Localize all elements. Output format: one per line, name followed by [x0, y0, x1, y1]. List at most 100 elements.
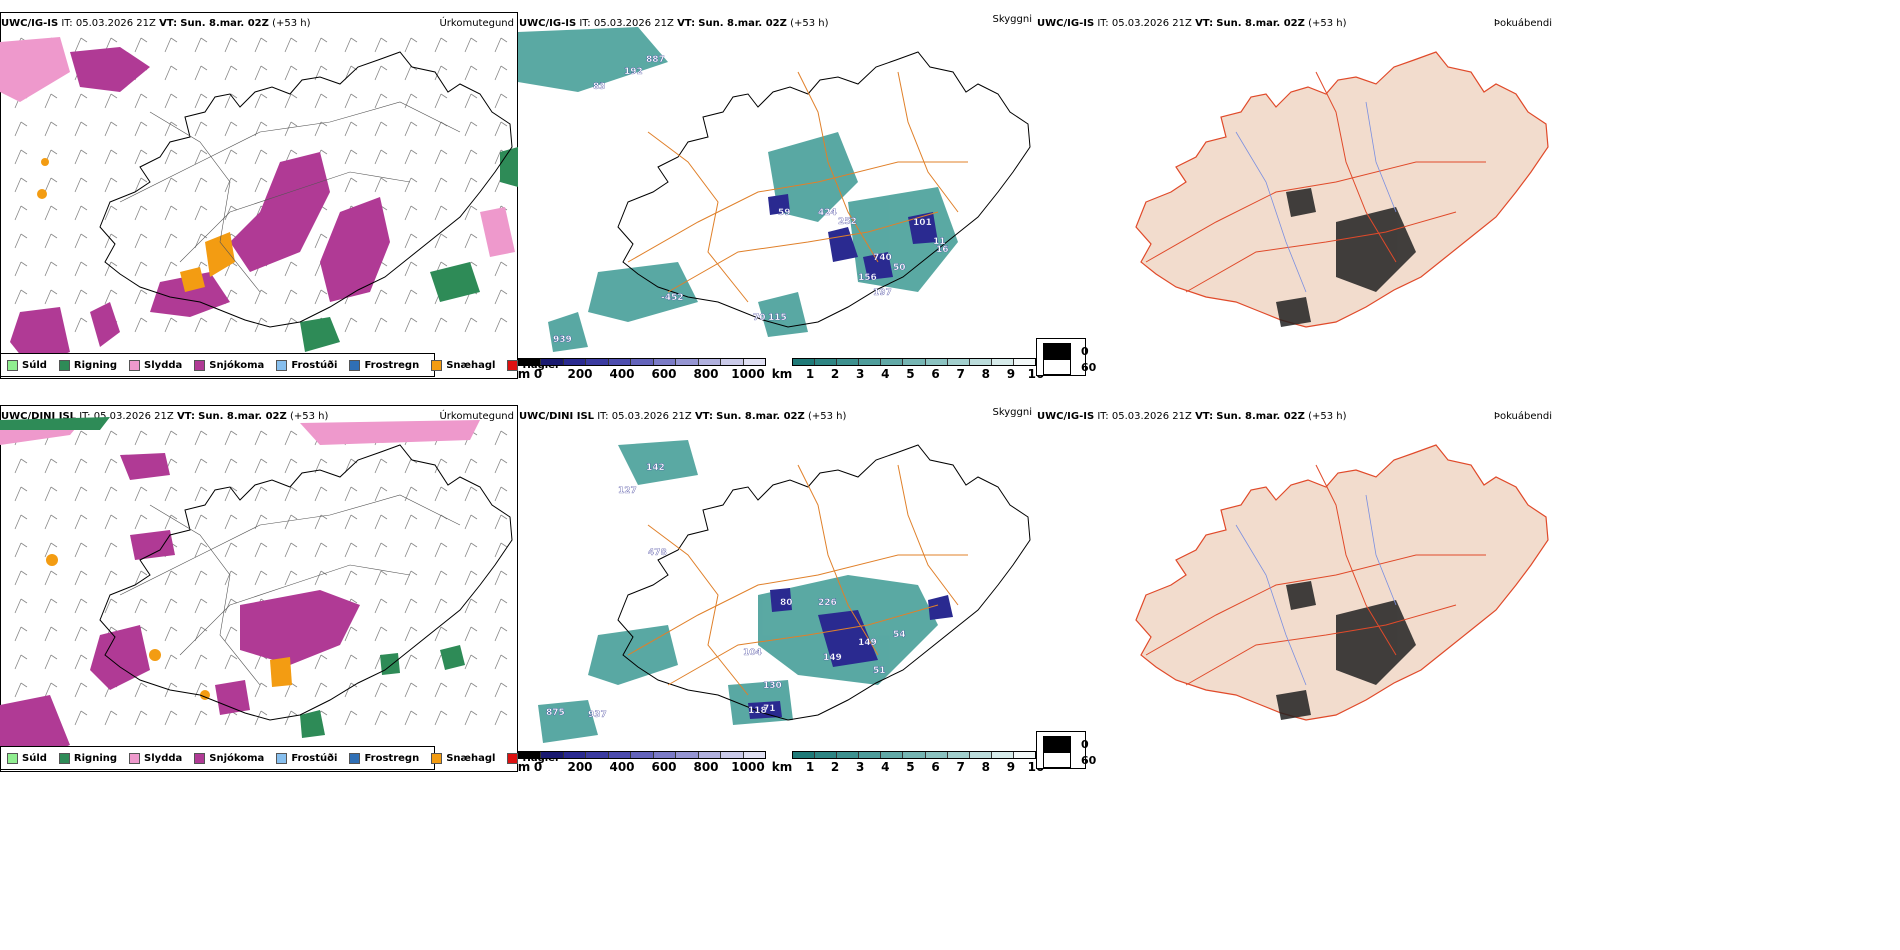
cloud-base-label: 51: [873, 666, 886, 676]
wind-barb: [494, 289, 508, 305]
wind-barb: [344, 654, 358, 670]
wind-barb: [434, 121, 448, 137]
wind-barb: [164, 598, 178, 614]
wind-barb: [374, 317, 388, 333]
wind-barb: [284, 261, 298, 277]
panel-header: UWC/IG-IS IT: 05.03.2026 21Z VT: Sun. 8.…: [1037, 411, 1347, 422]
wind-barb: [284, 93, 298, 109]
panel-title-precip: Úrkomutegund: [439, 411, 514, 422]
wind-barb: [344, 710, 358, 726]
colorbar-tick: 1: [805, 367, 815, 381]
wind-barb: [134, 430, 148, 446]
wind-barb: [74, 233, 88, 249]
wind-barb: [74, 486, 88, 502]
fog-legend: 0 60: [1036, 338, 1096, 376]
colorbar-segment: [608, 359, 632, 365]
cloud-base-label: 83: [593, 82, 606, 92]
wind-barb: [104, 430, 118, 446]
wind-barb: [494, 542, 508, 558]
wind-barb: [14, 682, 28, 698]
colorbar-tick: 6: [931, 760, 940, 774]
wind-barb: [434, 233, 448, 249]
legend-item-5: Frostregn: [349, 752, 419, 764]
wind-barb: [434, 149, 448, 165]
precip-map: [0, 417, 513, 765]
wind-barb: [464, 65, 478, 81]
wind-barb: [14, 149, 28, 165]
wind-barb: [164, 570, 178, 586]
wind-barb: [74, 121, 88, 137]
wind-barb: [344, 542, 358, 558]
wind-barb: [404, 289, 418, 305]
wind-barb: [104, 486, 118, 502]
cloud-base-label: 80: [780, 598, 793, 608]
wind-barb: [284, 65, 298, 81]
wind-barb: [404, 317, 418, 333]
colorbar-tick: 4: [881, 367, 890, 381]
wind-barb: [44, 177, 58, 193]
wind-barb: [74, 317, 88, 333]
legend-label: Snæhagl: [446, 752, 496, 764]
wind-barb: [374, 37, 388, 53]
wind-barb: [464, 205, 478, 221]
wind-barb: [224, 514, 238, 530]
fog-swatch-0: [1043, 736, 1071, 752]
fog-panel-row2: UWC/IG-IS IT: 05.03.2026 21Z VT: Sun. 8.…: [1036, 405, 1556, 775]
wind-barb: [434, 458, 448, 474]
colorbar-segment: [563, 752, 587, 758]
wind-barb: [44, 458, 58, 474]
wind-barb: [464, 486, 478, 502]
wind-barb: [74, 289, 88, 305]
wind-barb: [314, 514, 328, 530]
wind-barb: [284, 486, 298, 502]
wind-barb: [434, 65, 448, 81]
wind-barb: [284, 570, 298, 586]
wind-barb: [494, 65, 508, 81]
wind-barb: [134, 205, 148, 221]
legend-item-4: Frostúði: [276, 359, 337, 371]
legend-swatch: [58, 752, 70, 764]
wind-barb: [14, 205, 28, 221]
precip-legend: Súld Rigning Slydda Snjókoma Frostúði Frostre…: [0, 746, 558, 770]
wind-barb: [14, 486, 28, 502]
wind-barb: [44, 542, 58, 558]
colorbar-tick: 5: [906, 367, 915, 381]
wind-barb: [224, 93, 238, 109]
wind-barb: [164, 654, 178, 670]
cloud-base-label: 252: [838, 217, 857, 227]
wind-barb: [494, 626, 508, 642]
legend-label: Rigning: [73, 359, 118, 371]
wind-barb: [344, 177, 358, 193]
wind-barb: [164, 177, 178, 193]
colorbar-segment: [903, 359, 926, 365]
wind-barb: [104, 121, 118, 137]
wind-barb: [164, 149, 178, 165]
wind-barb: [104, 289, 118, 305]
wind-barb: [104, 710, 118, 726]
colorbar-segment: [947, 752, 970, 758]
cloud-base-label: 226: [818, 598, 837, 608]
wind-barb: [44, 289, 58, 305]
colorbar-segment: [541, 359, 564, 365]
wind-barb: [134, 233, 148, 249]
wind-barb: [434, 177, 448, 193]
panel-title-precip: Úrkomutegund: [439, 18, 514, 29]
wind-barb: [434, 317, 448, 333]
wind-barb: [254, 486, 268, 502]
cloud-base-label: 149: [858, 638, 877, 648]
wind-barb: [344, 570, 358, 586]
wind-barb: [44, 233, 58, 249]
colorbar-tick: 600: [651, 367, 677, 381]
legend-label: Snjókoma: [209, 359, 265, 371]
wind-barb: [404, 93, 418, 109]
legend-label: Slydda: [144, 752, 183, 764]
wind-barb: [404, 542, 418, 558]
cloud-base-label: 424: [818, 208, 837, 218]
colorbar-segment: [519, 752, 542, 758]
legend-item-0: Súld: [7, 359, 47, 371]
wind-barb: [464, 542, 478, 558]
wind-barb: [254, 317, 268, 333]
colorbar-segment: [991, 359, 1014, 365]
wind-barb: [194, 570, 208, 586]
wind-barb: [464, 458, 478, 474]
